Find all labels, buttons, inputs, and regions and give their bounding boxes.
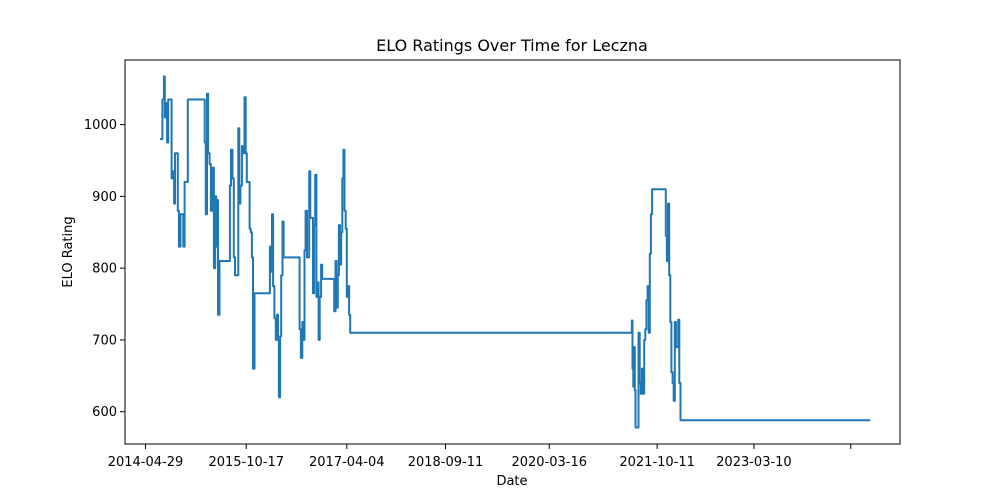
y-tick-label: 800 [92,262,117,277]
chart-title: ELO Ratings Over Time for Leczna [376,36,648,55]
plot-area [125,60,900,444]
y-axis-ticks: 600 700 800 900 1000 [84,118,125,420]
x-axis-label: Date [496,474,527,489]
x-tick-label: 2017-04-04 [309,455,385,470]
x-tick-label: 2023-03-10 [716,455,792,470]
x-tick-label: 2021-10-11 [619,455,695,470]
x-tick-label: 2015-10-17 [208,455,284,470]
x-tick-label: 2018-09-11 [408,455,484,470]
y-tick-label: 700 [92,333,117,348]
x-axis-ticks: 2014-04-29 2015-10-17 2017-04-04 2018-09-11… [108,444,852,470]
series-line [160,75,871,429]
y-axis-label: ELO Rating [61,216,76,287]
x-tick-label: 2020-03-16 [511,455,587,470]
y-tick-label: 1000 [84,118,117,133]
plot-frame [124,59,901,445]
y-tick-label: 600 [92,405,117,420]
y-tick-label: 900 [92,190,117,205]
x-tick-label: 2014-04-29 [108,455,184,470]
